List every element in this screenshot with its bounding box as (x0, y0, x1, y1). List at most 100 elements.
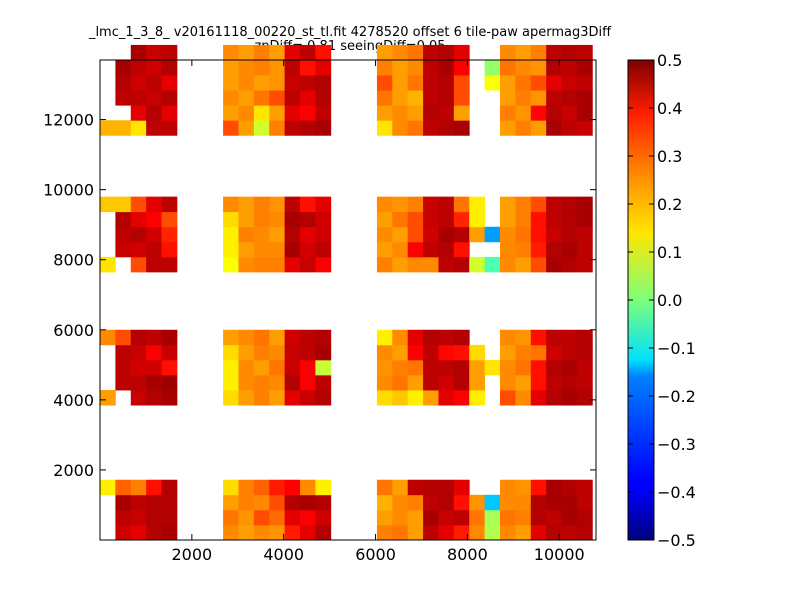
heatmap-cell (576, 344, 593, 361)
heatmap-cell (376, 374, 393, 391)
heatmap-cell (223, 120, 239, 136)
heatmap-cell (315, 105, 332, 121)
heatmap-cell (130, 60, 147, 76)
heatmap-cell (515, 256, 532, 273)
heatmap-cell (269, 105, 286, 121)
heatmap-cell (253, 90, 270, 106)
heatmap-cell (253, 226, 270, 243)
heatmap-cell (438, 241, 455, 258)
heatmap-cell (500, 226, 516, 243)
heatmap-cell (238, 90, 255, 106)
heatmap-cell (546, 105, 562, 121)
heatmap-cell (561, 524, 578, 541)
heatmap-cell (376, 120, 393, 136)
heatmap-cell (161, 196, 178, 213)
heatmap-cell (561, 196, 578, 213)
heatmap-cell (223, 226, 239, 243)
heatmap-cell (161, 344, 178, 361)
heatmap-cell (376, 75, 393, 91)
heatmap-cell (161, 359, 178, 376)
heatmap-cell (453, 494, 470, 511)
heatmap-cell (407, 226, 424, 243)
heatmap-cell (500, 75, 516, 91)
heatmap-cell (223, 344, 239, 361)
heatmap-cell (238, 120, 255, 136)
heatmap-cell (546, 196, 562, 213)
heatmap-cell (530, 44, 547, 61)
heatmap-cell (576, 44, 593, 61)
heatmap-cell (300, 44, 316, 61)
heatmap-cell (561, 226, 578, 243)
heatmap-cell (423, 256, 439, 273)
heatmap-cell (130, 196, 147, 213)
heatmap-cell (238, 359, 255, 376)
heatmap-cell (269, 196, 286, 213)
heatmap-cell (300, 90, 316, 106)
heatmap-cell (253, 120, 270, 136)
heatmap-cell (530, 75, 547, 91)
heatmap-cell (484, 509, 501, 526)
heatmap-cell (253, 241, 270, 258)
heatmap-cell (146, 509, 162, 526)
y-tick-label: 6000 (53, 321, 94, 340)
heatmap-cell (269, 344, 286, 361)
heatmap-cell (392, 524, 409, 541)
heatmap-cell (453, 90, 470, 106)
heatmap-cell (423, 374, 439, 391)
heatmap-cell (561, 509, 578, 526)
heatmap-cell (469, 196, 486, 213)
heatmap-cell (438, 105, 455, 121)
heatmap-cell (407, 105, 424, 121)
heatmap-cell (223, 44, 239, 61)
heatmap-cell (469, 256, 486, 273)
heatmap-cell (576, 196, 593, 213)
heatmap-cell (284, 479, 301, 496)
heatmap-cell (115, 211, 132, 228)
heatmap-cell (530, 196, 547, 213)
heatmap-cell (315, 120, 332, 136)
heatmap-cell (561, 211, 578, 228)
heatmap-cell (576, 524, 593, 541)
heatmap-cell (407, 329, 424, 346)
heatmap-cell (392, 256, 409, 273)
heatmap-cell (269, 479, 286, 496)
heatmap-cell (300, 509, 316, 526)
heatmap-cell (146, 359, 162, 376)
heatmap-cell (130, 256, 147, 273)
heatmap-cell (130, 226, 147, 243)
heatmap-cell (392, 105, 409, 121)
heatmap-cell (130, 90, 147, 106)
heatmap-cell (515, 105, 532, 121)
plot-area-frame (99, 59, 597, 541)
heatmap-cell (500, 390, 516, 406)
heatmap-cell (315, 524, 332, 541)
heatmap-cell (315, 60, 332, 76)
heatmap-cell (561, 75, 578, 91)
heatmap-cell (423, 359, 439, 376)
heatmap-cell (515, 75, 532, 91)
y-tick-label: 4000 (53, 391, 94, 410)
heatmap-cell (407, 524, 424, 541)
heatmap-cell (115, 90, 132, 106)
heatmap-cell (576, 329, 593, 346)
heatmap-cell (500, 479, 516, 496)
heatmap-cell (469, 390, 486, 406)
heatmap-cell (284, 60, 301, 76)
heatmap-cell (284, 105, 301, 121)
colorbar: 0.5 0.4 0.3 0.2 0.1 0.0 −0.1 −0.2 −0.3 −0.4 −0.5 (627, 51, 696, 550)
heatmap-cell (376, 196, 393, 213)
colorbar-tick-label: −0.2 (657, 387, 696, 406)
heatmap-cell (376, 509, 393, 526)
heatmap-cell (453, 120, 470, 136)
heatmap-cell (376, 226, 393, 243)
heatmap-cell (300, 241, 316, 258)
heatmap-cell (300, 524, 316, 541)
heatmap-cell (253, 329, 270, 346)
heatmap-cell (515, 120, 532, 136)
heatmap-cell (530, 374, 547, 391)
heatmap-cell (223, 329, 239, 346)
heatmap-cell (315, 44, 332, 61)
heatmap-cell (161, 90, 178, 106)
heatmap-cell (238, 374, 255, 391)
heatmap-cell (561, 241, 578, 258)
